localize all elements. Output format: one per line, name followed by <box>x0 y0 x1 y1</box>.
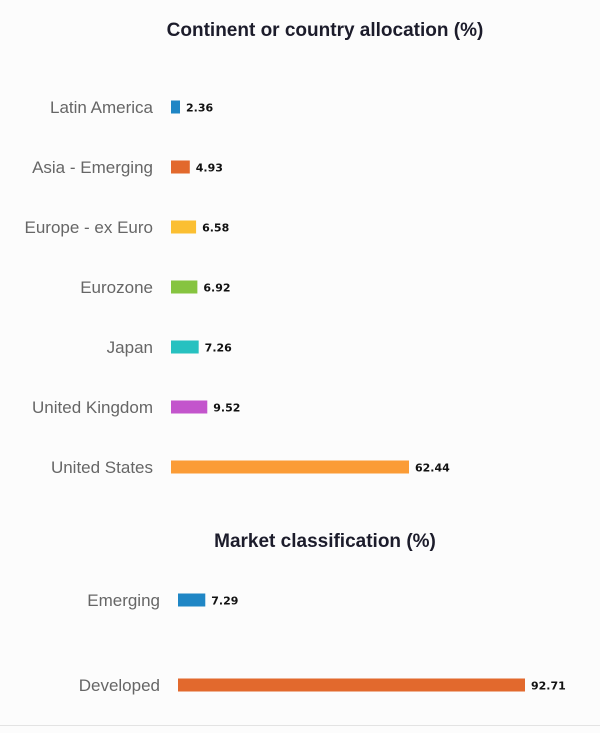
bar-latin-america <box>171 100 180 114</box>
value-label-japan: 7.26 <box>205 342 232 355</box>
bar-japan <box>171 340 199 354</box>
value-label-emerging: 7.29 <box>211 595 238 608</box>
bar-united-states <box>171 460 409 474</box>
category-label-asia-emerging: Asia - Emerging <box>32 158 153 177</box>
bar-united-kingdom <box>171 400 208 414</box>
category-label-developed: Developed <box>79 676 160 695</box>
value-label-europe-ex-euro: 6.58 <box>202 222 229 235</box>
bar-emerging <box>178 593 206 607</box>
bottom-divider <box>0 725 600 726</box>
chart-title-allocation: Continent or country allocation (%) <box>166 20 484 41</box>
category-label-eurozone: Eurozone <box>80 278 153 297</box>
category-label-latin-america: Latin America <box>50 98 154 117</box>
category-label-emerging: Emerging <box>87 591 160 610</box>
value-label-latin-america: 2.36 <box>186 102 213 115</box>
bar-europe-ex-euro <box>171 220 197 234</box>
value-label-united-kingdom: 9.52 <box>213 402 240 415</box>
category-label-europe-ex-euro: Europe - ex Euro <box>24 218 153 237</box>
category-label-united-kingdom: United Kingdom <box>32 398 153 417</box>
category-label-united-states: United States <box>51 458 153 477</box>
value-label-developed: 92.71 <box>531 680 566 693</box>
category-label-japan: Japan <box>107 338 153 357</box>
bar-eurozone <box>171 280 198 294</box>
chart-title-market-classification: Market classification (%) <box>214 531 436 552</box>
bar-asia-emerging <box>171 160 190 174</box>
value-label-eurozone: 6.92 <box>203 282 230 295</box>
value-label-united-states: 62.44 <box>415 462 450 475</box>
bar-developed <box>178 678 525 692</box>
value-label-asia-emerging: 4.93 <box>196 162 223 175</box>
